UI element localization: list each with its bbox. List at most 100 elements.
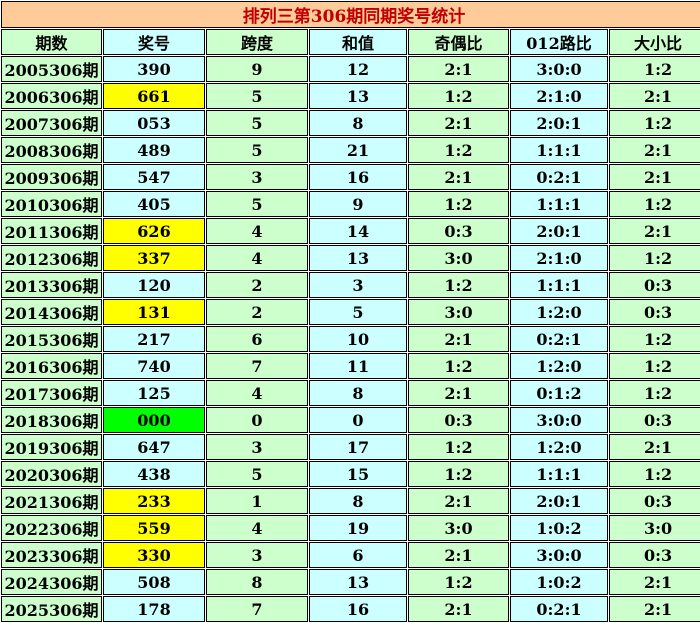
odd-even-ratio-cell: 3:0	[408, 299, 509, 325]
big-small-ratio-cell: 1:2	[609, 461, 700, 487]
prize-number-cell: 217	[103, 326, 205, 352]
column-header-span: 跨度	[206, 29, 308, 55]
prize-number-cell: 131	[103, 299, 205, 325]
table-row: 2017306期 125 4 8 2:1 0:1:2 1:2	[1, 380, 700, 406]
odd-even-ratio-cell: 2:1	[408, 380, 509, 406]
big-small-ratio-cell: 2:1	[609, 164, 700, 190]
table-row: 2025306期 178 7 16 2:1 0:2:1 2:1	[1, 596, 700, 622]
period-cell: 2020306期	[1, 461, 102, 487]
table-body: 2005306期 390 9 12 2:1 3:0:0 1:2 2006306期 661 5 13…	[1, 56, 700, 622]
period-cell: 2018306期	[1, 407, 102, 433]
sum-cell: 12	[309, 56, 407, 82]
odd-even-ratio-cell: 2:1	[408, 110, 509, 136]
sum-cell: 21	[309, 137, 407, 163]
column-header-road-012-ratio: 012路比	[510, 29, 608, 55]
table-row: 2015306期 217 6 10 2:1 0:2:1 1:2	[1, 326, 700, 352]
title-row: 排列三第306期同期奖号统计	[1, 1, 700, 28]
road-012-ratio-cell: 2:1:0	[510, 245, 608, 271]
big-small-ratio-cell: 1:2	[609, 56, 700, 82]
sum-cell: 8	[309, 380, 407, 406]
table-row: 2013306期 120 2 3 1:2 1:1:1 0:3	[1, 272, 700, 298]
prize-number-cell: 125	[103, 380, 205, 406]
period-cell: 2006306期	[1, 83, 102, 109]
span-cell: 2	[206, 272, 308, 298]
sum-cell: 13	[309, 569, 407, 595]
road-012-ratio-cell: 3:0:0	[510, 407, 608, 433]
road-012-ratio-cell: 1:1:1	[510, 461, 608, 487]
span-cell: 2	[206, 299, 308, 325]
table-row: 2023306期 330 3 6 2:1 3:0:0 0:3	[1, 542, 700, 568]
sum-cell: 8	[309, 488, 407, 514]
road-012-ratio-cell: 1:2:0	[510, 353, 608, 379]
period-cell: 2012306期	[1, 245, 102, 271]
prize-number-cell: 489	[103, 137, 205, 163]
period-cell: 2010306期	[1, 191, 102, 217]
span-cell: 5	[206, 461, 308, 487]
period-cell: 2009306期	[1, 164, 102, 190]
table-row: 2022306期 559 4 19 3:0 1:0:2 3:0	[1, 515, 700, 541]
road-012-ratio-cell: 2:0:1	[510, 488, 608, 514]
table-row: 2016306期 740 7 11 1:2 1:2:0 1:2	[1, 353, 700, 379]
odd-even-ratio-cell: 0:3	[408, 218, 509, 244]
column-header-period: 期数	[1, 29, 102, 55]
prize-number-cell: 000	[103, 407, 205, 433]
odd-even-ratio-cell: 1:2	[408, 191, 509, 217]
road-012-ratio-cell: 0:1:2	[510, 380, 608, 406]
span-cell: 0	[206, 407, 308, 433]
sum-cell: 16	[309, 596, 407, 622]
period-cell: 2015306期	[1, 326, 102, 352]
table-row: 2019306期 647 3 17 1:2 1:2:0 2:1	[1, 434, 700, 460]
span-cell: 8	[206, 569, 308, 595]
prize-number-cell: 330	[103, 542, 205, 568]
period-cell: 2014306期	[1, 299, 102, 325]
span-cell: 5	[206, 110, 308, 136]
odd-even-ratio-cell: 1:2	[408, 83, 509, 109]
road-012-ratio-cell: 0:2:1	[510, 326, 608, 352]
table-row: 2014306期 131 2 5 3:0 1:2:0 0:3	[1, 299, 700, 325]
span-cell: 3	[206, 164, 308, 190]
odd-even-ratio-cell: 1:2	[408, 353, 509, 379]
period-cell: 2023306期	[1, 542, 102, 568]
span-cell: 9	[206, 56, 308, 82]
sum-cell: 13	[309, 83, 407, 109]
big-small-ratio-cell: 1:2	[609, 191, 700, 217]
big-small-ratio-cell: 1:2	[609, 245, 700, 271]
sum-cell: 14	[309, 218, 407, 244]
period-cell: 2017306期	[1, 380, 102, 406]
table-row: 2010306期 405 5 9 1:2 1:1:1 1:2	[1, 191, 700, 217]
table-row: 2011306期 626 4 14 0:3 2:0:1 2:1	[1, 218, 700, 244]
span-cell: 3	[206, 434, 308, 460]
big-small-ratio-cell: 2:1	[609, 434, 700, 460]
sum-cell: 5	[309, 299, 407, 325]
period-cell: 2021306期	[1, 488, 102, 514]
big-small-ratio-cell: 1:2	[609, 380, 700, 406]
big-small-ratio-cell: 2:1	[609, 137, 700, 163]
sum-cell: 3	[309, 272, 407, 298]
road-012-ratio-cell: 1:2:0	[510, 299, 608, 325]
sum-cell: 11	[309, 353, 407, 379]
period-cell: 2007306期	[1, 110, 102, 136]
big-small-ratio-cell: 0:3	[609, 542, 700, 568]
odd-even-ratio-cell: 1:2	[408, 434, 509, 460]
big-small-ratio-cell: 1:2	[609, 353, 700, 379]
period-cell: 2019306期	[1, 434, 102, 460]
sum-cell: 0	[309, 407, 407, 433]
span-cell: 4	[206, 515, 308, 541]
big-small-ratio-cell: 0:3	[609, 488, 700, 514]
column-header-sum: 和值	[309, 29, 407, 55]
road-012-ratio-cell: 1:1:1	[510, 272, 608, 298]
road-012-ratio-cell: 1:1:1	[510, 191, 608, 217]
period-cell: 2016306期	[1, 353, 102, 379]
prize-number-cell: 661	[103, 83, 205, 109]
prize-number-cell: 438	[103, 461, 205, 487]
odd-even-ratio-cell: 2:1	[408, 488, 509, 514]
header-row: 期数 奖号 跨度 和值 奇偶比 012路比 大小比	[1, 29, 700, 55]
span-cell: 7	[206, 596, 308, 622]
prize-number-cell: 120	[103, 272, 205, 298]
prize-number-cell: 508	[103, 569, 205, 595]
sum-cell: 8	[309, 110, 407, 136]
period-cell: 2011306期	[1, 218, 102, 244]
span-cell: 6	[206, 326, 308, 352]
road-012-ratio-cell: 1:1:1	[510, 137, 608, 163]
